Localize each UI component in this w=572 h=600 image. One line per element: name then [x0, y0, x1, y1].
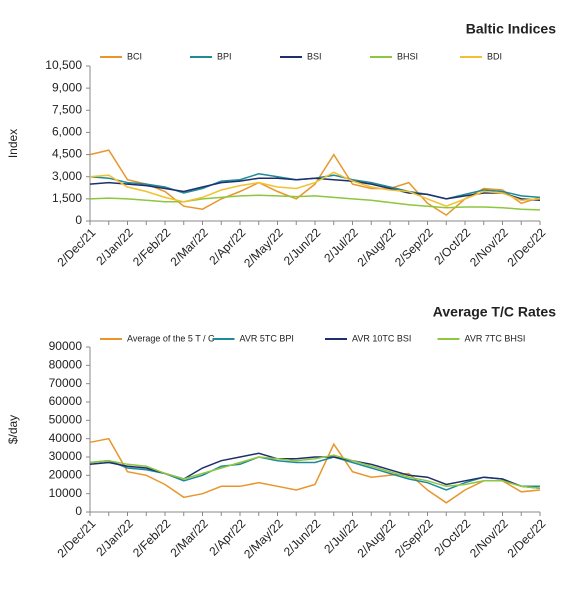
chart-title: Average T/C Rates [433, 304, 556, 320]
y-axis-label: Index [6, 129, 20, 158]
x-tick-label: 2/Nov/22 [467, 225, 511, 269]
x-tick-label: 2/Nov/22 [467, 516, 511, 560]
x-tick-label: 2/Aug/22 [354, 516, 398, 560]
series-line [89, 194, 541, 211]
y-tick-label: 0 [75, 504, 82, 518]
y-tick-label: 9,000 [52, 80, 82, 94]
x-tick-label: 2/May/22 [241, 516, 286, 561]
y-tick-label: 1,500 [52, 191, 82, 205]
y-tick-label: 50000 [49, 413, 83, 427]
y-tick-label: 3,000 [52, 169, 82, 183]
x-tick-label: 2/Dec/22 [505, 225, 549, 269]
x-tick-label: 2/Jan/22 [93, 225, 136, 268]
legend-label: AVR 10TC BSI [352, 333, 411, 343]
x-tick-label: 2/Dec/21 [55, 225, 99, 269]
x-tick-label: 2/Jan/22 [93, 516, 136, 559]
y-tick-label: 6,000 [52, 125, 82, 139]
x-tick-label: 2/Oct/22 [431, 225, 473, 267]
x-tick-label: 2/Feb/22 [130, 516, 174, 560]
x-tick-label: 2/Sep/22 [392, 225, 436, 269]
y-tick-label: 60000 [49, 394, 83, 408]
x-tick-label: 2/Feb/22 [130, 225, 174, 269]
x-tick-label: 2/Sep/22 [392, 516, 436, 560]
legend-label: BSI [307, 51, 322, 61]
series-line [89, 437, 541, 504]
y-tick-label: 0 [75, 213, 82, 227]
legend-label: AVR 5TC BPI [240, 333, 294, 343]
legend-label: Average of the 5 T / C [127, 333, 215, 343]
y-tick-label: 20000 [49, 468, 83, 482]
series-line [89, 177, 541, 202]
x-tick-label: 2/Jun/22 [281, 225, 324, 268]
x-tick-label: 2/Jun/22 [281, 516, 324, 559]
y-tick-label: 40000 [49, 431, 83, 445]
y-tick-label: 70000 [49, 376, 83, 390]
legend-label: AVR 7TC BHSI [465, 333, 526, 343]
legend-label: BCI [127, 51, 142, 61]
series-line [89, 171, 541, 208]
y-axis-label: $/day [6, 415, 20, 444]
x-tick-label: 2/Dec/21 [55, 516, 99, 560]
x-tick-label: 2/Oct/22 [431, 516, 473, 558]
legend-label: BHSI [397, 51, 418, 61]
y-tick-label: 90000 [49, 339, 83, 353]
y-tick-label: 4,500 [52, 147, 82, 161]
x-tick-label: 2/Mar/22 [167, 225, 211, 269]
y-tick-label: 10000 [49, 486, 83, 500]
x-tick-label: 2/May/22 [241, 225, 286, 270]
x-tick-label: 2/Aug/22 [354, 225, 398, 269]
y-tick-label: 80000 [49, 358, 83, 372]
x-tick-label: 2/Dec/22 [505, 516, 549, 560]
series-line [89, 454, 541, 489]
legend-label: BPI [217, 51, 232, 61]
y-tick-label: 7,500 [52, 102, 82, 116]
chart-title: Baltic Indices [466, 21, 556, 37]
legend-label: BDI [487, 51, 502, 61]
x-tick-label: 2/Mar/22 [167, 516, 211, 560]
y-tick-label: 10,500 [45, 58, 82, 72]
y-tick-label: 30000 [49, 449, 83, 463]
